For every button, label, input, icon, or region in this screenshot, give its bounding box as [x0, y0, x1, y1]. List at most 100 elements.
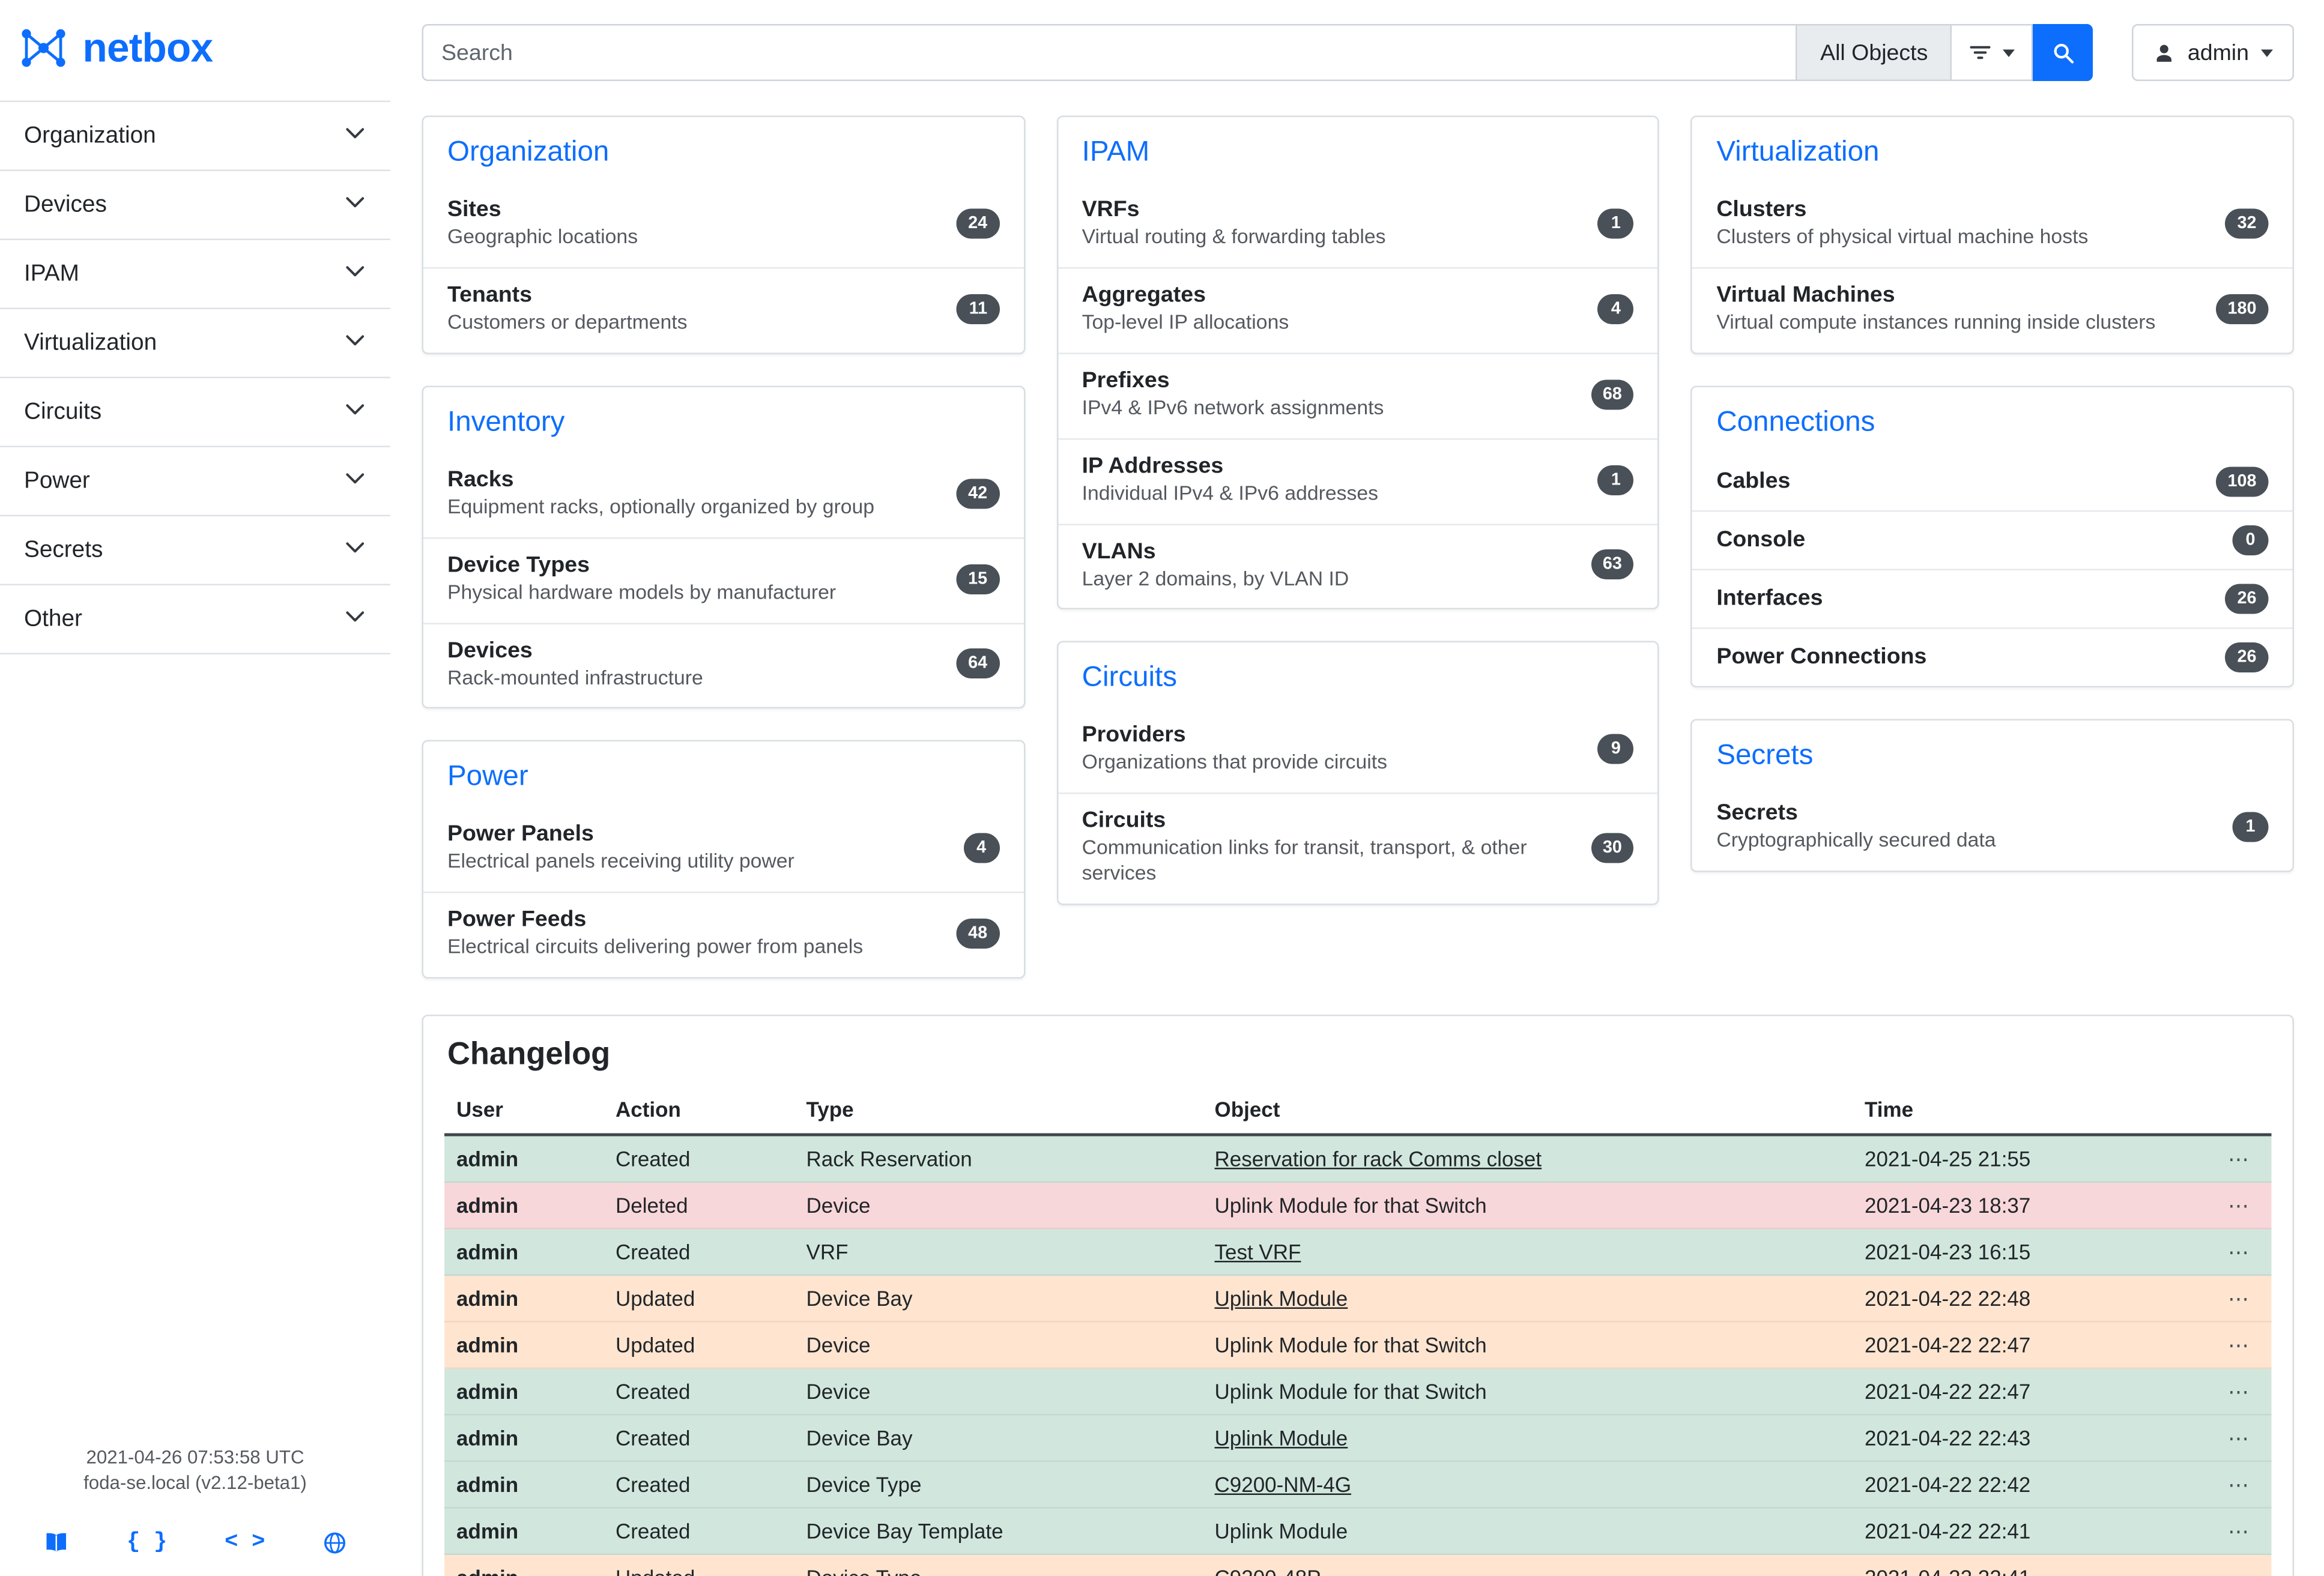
search-submit-button[interactable]: [2033, 24, 2093, 81]
sidebar-item-other[interactable]: Other: [0, 585, 390, 654]
count-badge: 9: [1597, 734, 1634, 765]
item-label: VLANs: [1082, 538, 1156, 564]
row-menu-icon[interactable]: ⋯: [2213, 1275, 2272, 1323]
count-badge: 4: [963, 833, 1000, 864]
footer-links: { } < >: [0, 1497, 390, 1559]
sidebar-item-devices[interactable]: Devices: [0, 171, 390, 240]
item-label: Sites: [447, 196, 501, 223]
object-link[interactable]: C9200-48P: [1215, 1566, 1321, 1576]
link-virtual-machines[interactable]: Virtual Machines Virtual compute instanc…: [1692, 267, 2293, 352]
search-bar: All Objects: [422, 24, 2093, 81]
link-clusters[interactable]: Clusters Clusters of physical virtual ma…: [1692, 183, 2292, 267]
row-menu-icon[interactable]: ⋯: [2213, 1461, 2272, 1509]
row-menu-icon[interactable]: ⋯: [2213, 1508, 2272, 1556]
object-link[interactable]: Reservation for rack Comms closet: [1214, 1147, 1542, 1171]
row-menu-icon[interactable]: ⋯: [2213, 1368, 2272, 1416]
link-power-panels[interactable]: Power Panels Electrical panels receiving…: [423, 808, 1023, 892]
item-label: Power Feeds: [447, 907, 587, 933]
item-label: Secrets: [1716, 799, 1798, 826]
sidebar-item-power[interactable]: Power: [0, 447, 390, 516]
item-label: Devices: [447, 637, 533, 663]
item-label: Prefixes: [1082, 367, 1170, 393]
object-link[interactable]: Uplink Module: [1214, 1286, 1348, 1311]
link-sites[interactable]: Sites Geographic locations 24: [423, 183, 1023, 267]
link-power-feeds[interactable]: Power Feeds Electrical circuits deliveri…: [423, 892, 1024, 977]
item-label: Cables: [1716, 468, 1791, 495]
item-description: Virtual routing & forwarding tables: [1082, 225, 1386, 248]
item-label: IP Addresses: [1082, 453, 1224, 479]
item-label: Interfaces: [1716, 585, 1823, 612]
search-input[interactable]: [422, 24, 1797, 81]
link-device-types[interactable]: Device Types Physical hardware models by…: [423, 537, 1024, 622]
changelog-row: admin Created VRF Test VRF 2021-04-23 16…: [444, 1228, 2272, 1276]
row-menu-icon[interactable]: ⋯: [2213, 1414, 2272, 1463]
link-devices[interactable]: Devices Rack-mounted infrastructure 64: [423, 622, 1024, 707]
sidebar-item-organization[interactable]: Organization: [0, 102, 390, 171]
link-providers[interactable]: Providers Organizations that provide cir…: [1058, 709, 1658, 793]
community-globe-icon[interactable]: [322, 1530, 346, 1554]
chevron-down-icon: [344, 604, 367, 634]
link-tenants[interactable]: Tenants Customers or departments 11: [423, 267, 1024, 352]
link-prefixes[interactable]: Prefixes IPv4 & IPv6 network assignments…: [1058, 352, 1658, 438]
dashboard-column-2: IPAM VRFs Virtual routing & forwarding t…: [1056, 115, 1660, 979]
count-badge: 64: [956, 649, 1000, 680]
link-power-connections[interactable]: Power Connections 26: [1692, 627, 2293, 686]
user-menu-button[interactable]: admin: [2132, 24, 2294, 81]
row-menu-icon[interactable]: ⋯: [2213, 1321, 2272, 1369]
row-menu-icon[interactable]: ⋯: [2213, 1182, 2272, 1230]
object-text: Uplink Module for that Switch: [1214, 1193, 1487, 1218]
api-braces-icon[interactable]: { }: [126, 1529, 168, 1556]
item-label: Device Types: [447, 552, 590, 578]
item-label: Tenants: [447, 282, 533, 308]
object-link[interactable]: Test VRF: [1214, 1240, 1301, 1264]
chevron-down-icon: [344, 190, 367, 220]
changelog-row: admin Deleted Device Uplink Module for t…: [444, 1182, 2272, 1230]
chevron-down-icon: [344, 259, 367, 289]
sidebar-item-label: Other: [24, 605, 82, 632]
filter-dropdown-button[interactable]: [1950, 24, 2033, 81]
code-brackets-icon[interactable]: < >: [224, 1529, 265, 1556]
item-description: IPv4 & IPv6 network assignments: [1082, 396, 1384, 418]
sidebar-item-ipam[interactable]: IPAM: [0, 240, 390, 309]
item-description: Individual IPv4 & IPv6 addresses: [1082, 481, 1379, 504]
item-description: Equipment racks, optionally organized by…: [447, 495, 875, 518]
sidebar-item-circuits[interactable]: Circuits: [0, 378, 390, 447]
link-secrets[interactable]: Secrets Cryptographically secured data 1: [1692, 786, 2292, 870]
topbar: All Objects admin: [422, 24, 2294, 81]
server-time: 2021-04-26 07:53:58 UTC: [86, 1447, 304, 1469]
sidebar-item-virtualization[interactable]: Virtualization: [0, 309, 390, 378]
item-label: Circuits: [1082, 808, 1166, 834]
sidebar-item-label: Secrets: [24, 536, 103, 563]
secrets-card: Secrets Secrets Cryptographically secure…: [1690, 718, 2294, 872]
column-header-time: Time: [1853, 1085, 2213, 1137]
object-type-select[interactable]: All Objects: [1796, 24, 1950, 81]
link-interfaces[interactable]: Interfaces 26: [1692, 568, 2293, 627]
item-description: Organizations that provide circuits: [1082, 750, 1387, 774]
item-description: Rack-mounted infrastructure: [447, 665, 703, 689]
object-link[interactable]: C9200-NM-4G: [1214, 1472, 1352, 1497]
link-vlans[interactable]: VLANs Layer 2 domains, by VLAN ID 63: [1058, 523, 1658, 608]
row-menu-icon[interactable]: ⋯: [2213, 1554, 2272, 1576]
count-badge: 68: [1590, 379, 1634, 409]
item-description: Geographic locations: [447, 225, 638, 248]
changelog-row: admin Created Device Bay Template Uplink…: [444, 1508, 2272, 1556]
docs-book-icon[interactable]: [44, 1530, 70, 1554]
link-circuits[interactable]: Circuits Communication links for transit…: [1058, 793, 1658, 904]
link-console[interactable]: Console 0: [1692, 510, 2293, 569]
object-text: Uplink Module for that Switch: [1214, 1333, 1487, 1357]
row-menu-icon[interactable]: ⋯: [2213, 1135, 2272, 1183]
count-badge: 1: [1597, 464, 1634, 495]
sidebar-item-label: Virtualization: [24, 329, 157, 355]
sidebar-item-secrets[interactable]: Secrets: [0, 516, 390, 585]
object-link[interactable]: Uplink Module: [1214, 1426, 1348, 1451]
row-menu-icon[interactable]: ⋯: [2213, 1228, 2272, 1276]
netbox-logo[interactable]: netbox: [0, 0, 390, 101]
changelog-row: admin Created Device Uplink Module for t…: [444, 1368, 2272, 1416]
link-racks[interactable]: Racks Equipment racks, optionally organi…: [423, 453, 1023, 537]
link-aggregates[interactable]: Aggregates Top-level IP allocations 4: [1058, 267, 1658, 352]
link-ip-addresses[interactable]: IP Addresses Individual IPv4 & IPv6 addr…: [1058, 438, 1658, 523]
link-cables[interactable]: Cables 108: [1692, 453, 2292, 510]
link-vrfs[interactable]: VRFs Virtual routing & forwarding tables…: [1058, 183, 1658, 267]
count-badge: 11: [957, 294, 1000, 324]
